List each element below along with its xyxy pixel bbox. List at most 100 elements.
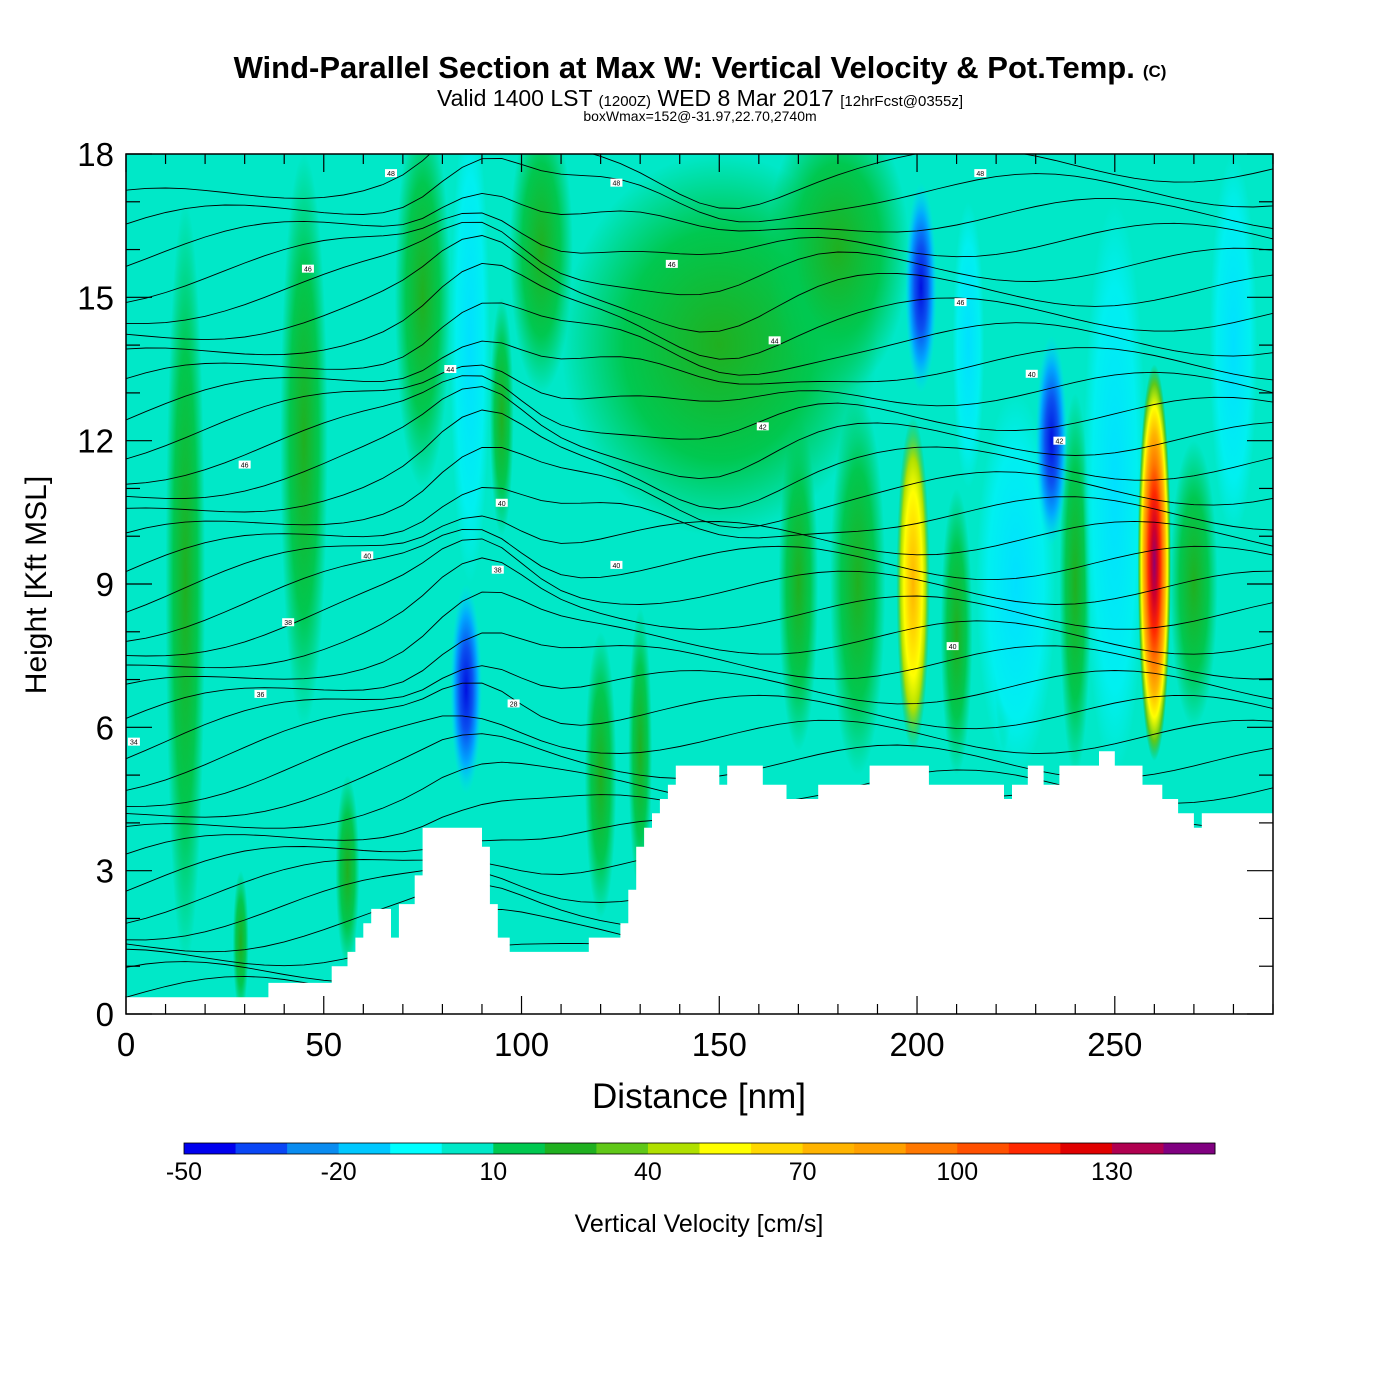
colorbar-tick-label: -50 xyxy=(166,1158,202,1186)
x-tick-label: 50 xyxy=(305,1026,342,1063)
x-tick-label: 100 xyxy=(494,1026,549,1063)
field-cell xyxy=(165,201,206,967)
theta-label: 42 xyxy=(759,424,767,431)
copyright-mark: (C) xyxy=(1142,62,1167,81)
y-axis-label: Height [Kft MSL] xyxy=(20,476,53,694)
chart-title-text: Wind-Parallel Section at Max W: Vertical… xyxy=(233,50,1135,85)
theta-contour xyxy=(126,158,1273,225)
downdraft-core xyxy=(905,182,937,393)
theta-contour xyxy=(126,364,1273,460)
colorbar-swatch xyxy=(905,1143,958,1154)
plot-area: 34 36 38 40 46 38 40 28 44 46 48 48 46 44 42 40 40 46 48 40… xyxy=(126,154,1273,1014)
forecast-info: [12hrFcst@0355z] xyxy=(840,93,964,110)
theta-label-bg xyxy=(361,551,374,560)
theta-label: 48 xyxy=(613,181,621,188)
field-cell xyxy=(450,154,490,584)
theta-label: 48 xyxy=(976,171,984,178)
theta-contour xyxy=(126,529,1273,642)
colorbar-tick-label: 70 xyxy=(789,1158,817,1186)
theta-label: 42 xyxy=(1056,439,1064,446)
theta-label: 40 xyxy=(363,553,371,560)
theta-label-bg xyxy=(610,560,623,569)
y-axis: 0 36 9 12 15 18 xyxy=(77,136,1273,1033)
y-tick-label: 12 xyxy=(77,423,114,460)
field-cell xyxy=(766,154,910,393)
colorbar-frame xyxy=(183,1142,1216,1155)
theta-labels: 34 36 38 40 46 38 40 28 44 46 48 48 46 44 42 40 40 46 48 40… xyxy=(127,169,1066,747)
colorbar-swatch xyxy=(235,1143,288,1154)
field-cell xyxy=(940,488,973,776)
y-tick-label: 15 xyxy=(77,279,114,316)
colorbar-swatch xyxy=(287,1143,340,1154)
theta-label: 46 xyxy=(241,463,249,470)
theta-label-bg xyxy=(756,422,769,431)
theta-label-bg xyxy=(282,618,295,627)
theta-label: 44 xyxy=(446,367,454,374)
field-cell xyxy=(1209,154,1258,537)
field-cell xyxy=(584,631,617,919)
colorbar-swatch xyxy=(390,1143,443,1154)
y-tick-label: 18 xyxy=(77,136,114,173)
theta-label: 28 xyxy=(510,701,518,708)
x-axis: 0 50 100 150 200 250 xyxy=(117,154,1274,1063)
y-tick-label: 0 xyxy=(96,996,114,1033)
theta-label: 44 xyxy=(771,338,779,345)
theta-label: 36 xyxy=(257,692,265,699)
colorbar-swatch xyxy=(544,1143,597,1154)
theta-label-bg xyxy=(665,259,678,268)
theta-contour xyxy=(126,192,1273,267)
theta-contour xyxy=(126,515,1273,613)
colorbar-swatch xyxy=(699,1143,752,1154)
theta-label-bg xyxy=(495,498,508,507)
theta-contour xyxy=(126,409,1273,513)
theta-contour xyxy=(126,632,1273,719)
updraft-core xyxy=(896,416,930,752)
colorbar-tick-label: -20 xyxy=(321,1158,357,1186)
colorbar-swatch xyxy=(751,1143,804,1154)
colorbar: -50 -20 10 40 70 100 130 xyxy=(166,1142,1216,1186)
theta-contour xyxy=(126,154,1273,209)
theta-label: 46 xyxy=(957,300,965,307)
field-cell xyxy=(628,607,653,895)
theta-contour xyxy=(126,375,1273,485)
field-cell xyxy=(280,154,328,728)
colorbar-swatch xyxy=(338,1143,391,1154)
y-tick-label: 3 xyxy=(96,853,114,890)
theta-label: 38 xyxy=(494,568,502,575)
colorbar-swatch xyxy=(1008,1143,1061,1154)
theta-label-bg xyxy=(610,178,623,187)
colorbar-swatch xyxy=(1111,1143,1164,1154)
x-tick-label: 150 xyxy=(692,1026,747,1063)
theta-contour xyxy=(126,262,1273,360)
x-axis-label: Distance [nm] xyxy=(592,1077,806,1116)
field-cell xyxy=(952,201,985,489)
theta-contour xyxy=(126,212,1273,303)
theta-label-bg xyxy=(974,169,987,178)
colorbar-swatch xyxy=(596,1143,649,1154)
box-wmax-info: boxWmax=152@-31.97,22.70,2740m xyxy=(583,108,817,124)
theta-label-bg xyxy=(444,365,457,373)
theta-contour xyxy=(126,302,1273,380)
colorbar-label: Vertical Velocity [cm/s] xyxy=(575,1210,824,1238)
theta-label: 38 xyxy=(284,620,292,627)
theta-contour xyxy=(126,665,1273,760)
field-cell xyxy=(830,392,886,776)
colorbar-swatch xyxy=(493,1143,546,1154)
field-cell xyxy=(1059,392,1092,776)
y-tick-label: 9 xyxy=(96,566,114,603)
theta-contour xyxy=(126,386,1273,499)
colorbar-swatch xyxy=(802,1143,855,1154)
theta-label-bg xyxy=(301,264,314,273)
field-cell xyxy=(489,297,514,537)
theta-contour xyxy=(126,487,1273,573)
x-tick-label: 0 xyxy=(117,1026,135,1063)
theta-label: 46 xyxy=(304,267,312,274)
theta-label: 40 xyxy=(498,501,506,508)
terrain xyxy=(126,751,1273,1014)
theta-label: 46 xyxy=(668,262,676,269)
theta-label-bg xyxy=(507,699,520,708)
colorbar-swatch xyxy=(1163,1143,1216,1154)
colorbar-tick-label: 100 xyxy=(936,1158,978,1186)
theta-label-bg xyxy=(127,737,140,746)
